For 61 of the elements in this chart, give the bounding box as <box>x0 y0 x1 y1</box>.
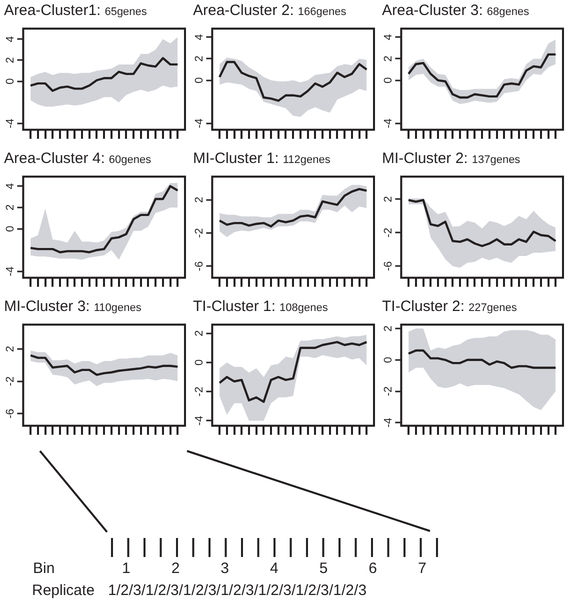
y-tick-label: -2 <box>193 228 206 238</box>
y-tick-label: -4 <box>4 118 16 128</box>
chart-subtitle: 68genes <box>486 6 530 18</box>
y-tick-label: 4 <box>193 34 206 40</box>
chart-subtitle: 108genes <box>280 302 328 314</box>
y-tick-label: 2 <box>382 325 394 332</box>
chart-title: Area-Cluster 3: <box>382 2 483 19</box>
y-tick-label: -4 <box>193 416 206 426</box>
y-tick-label: -4 <box>193 118 206 128</box>
chart-title: MI-Cluster 1: <box>193 150 279 167</box>
text: 1 <box>122 560 130 577</box>
chart-subtitle: 166genes <box>298 6 346 18</box>
chart-subtitle: 137genes <box>472 154 520 166</box>
y-tick-label: 0 <box>193 77 206 84</box>
chart-subtitle: 112genes <box>282 154 330 166</box>
text: 6 <box>368 560 377 577</box>
chart-title: TI-Cluster 1: <box>193 298 276 315</box>
y-tick-label: -4 <box>382 418 394 428</box>
chart-title: Area-Cluster 2: <box>193 2 294 19</box>
chart-title: MI-Cluster 3: <box>4 298 90 315</box>
y-tick-label: -2 <box>382 386 394 396</box>
text: 5 <box>319 560 328 577</box>
chart-subtitle: 60genes <box>108 154 152 166</box>
y-tick-label: 2 <box>382 56 394 62</box>
y-tick-label: -4 <box>4 266 16 276</box>
y-tick-label: -2 <box>382 228 394 238</box>
y-tick-label: 0 <box>4 226 16 232</box>
text: Replicate <box>32 582 95 599</box>
y-tick-label: -6 <box>193 261 206 272</box>
y-tick-label: 0 <box>193 359 206 366</box>
y-tick-label: 2 <box>4 346 16 352</box>
y-tick-label: -6 <box>4 408 16 419</box>
y-tick-label: 2 <box>4 204 16 211</box>
text: 1/2/3/1/2/3/1/2/3/1/2/3/1/2/3/1/2/3/1/2/3 <box>108 582 367 599</box>
y-tick-label: 0 <box>382 77 394 84</box>
y-tick-label: 2 <box>193 330 206 336</box>
y-tick-label: 4 <box>382 34 394 40</box>
chart-title: TI-Cluster 2: <box>382 298 465 315</box>
y-tick-label: -4 <box>382 118 394 128</box>
chart-title: Area-Cluster 4: <box>4 150 105 167</box>
y-tick-label: 2 <box>4 57 16 64</box>
text: 2 <box>171 560 180 577</box>
chart-subtitle: 65genes <box>104 6 147 18</box>
chart-subtitle: 227genes <box>468 302 517 314</box>
y-tick-label: -2 <box>4 376 16 386</box>
y-tick-label: 2 <box>193 196 206 203</box>
text: Bin <box>33 560 55 577</box>
chart-subtitle: 110genes <box>94 302 142 314</box>
text: 7 <box>418 560 426 577</box>
text: 3 <box>220 560 229 577</box>
y-tick-label: -6 <box>382 261 394 271</box>
y-tick-label: 2 <box>193 56 206 62</box>
y-tick-label: 0 <box>382 356 394 363</box>
chart-title: Area-Cluster1: <box>4 2 101 19</box>
text: 4 <box>270 560 278 577</box>
y-tick-label: 2 <box>382 196 394 202</box>
chart-title: MI-Cluster 2: <box>382 150 468 167</box>
y-tick-label: 4 <box>4 183 16 190</box>
y-tick-label: 4 <box>4 36 16 42</box>
y-tick-label: 0 <box>4 78 16 84</box>
y-tick-label: -2 <box>193 386 206 396</box>
